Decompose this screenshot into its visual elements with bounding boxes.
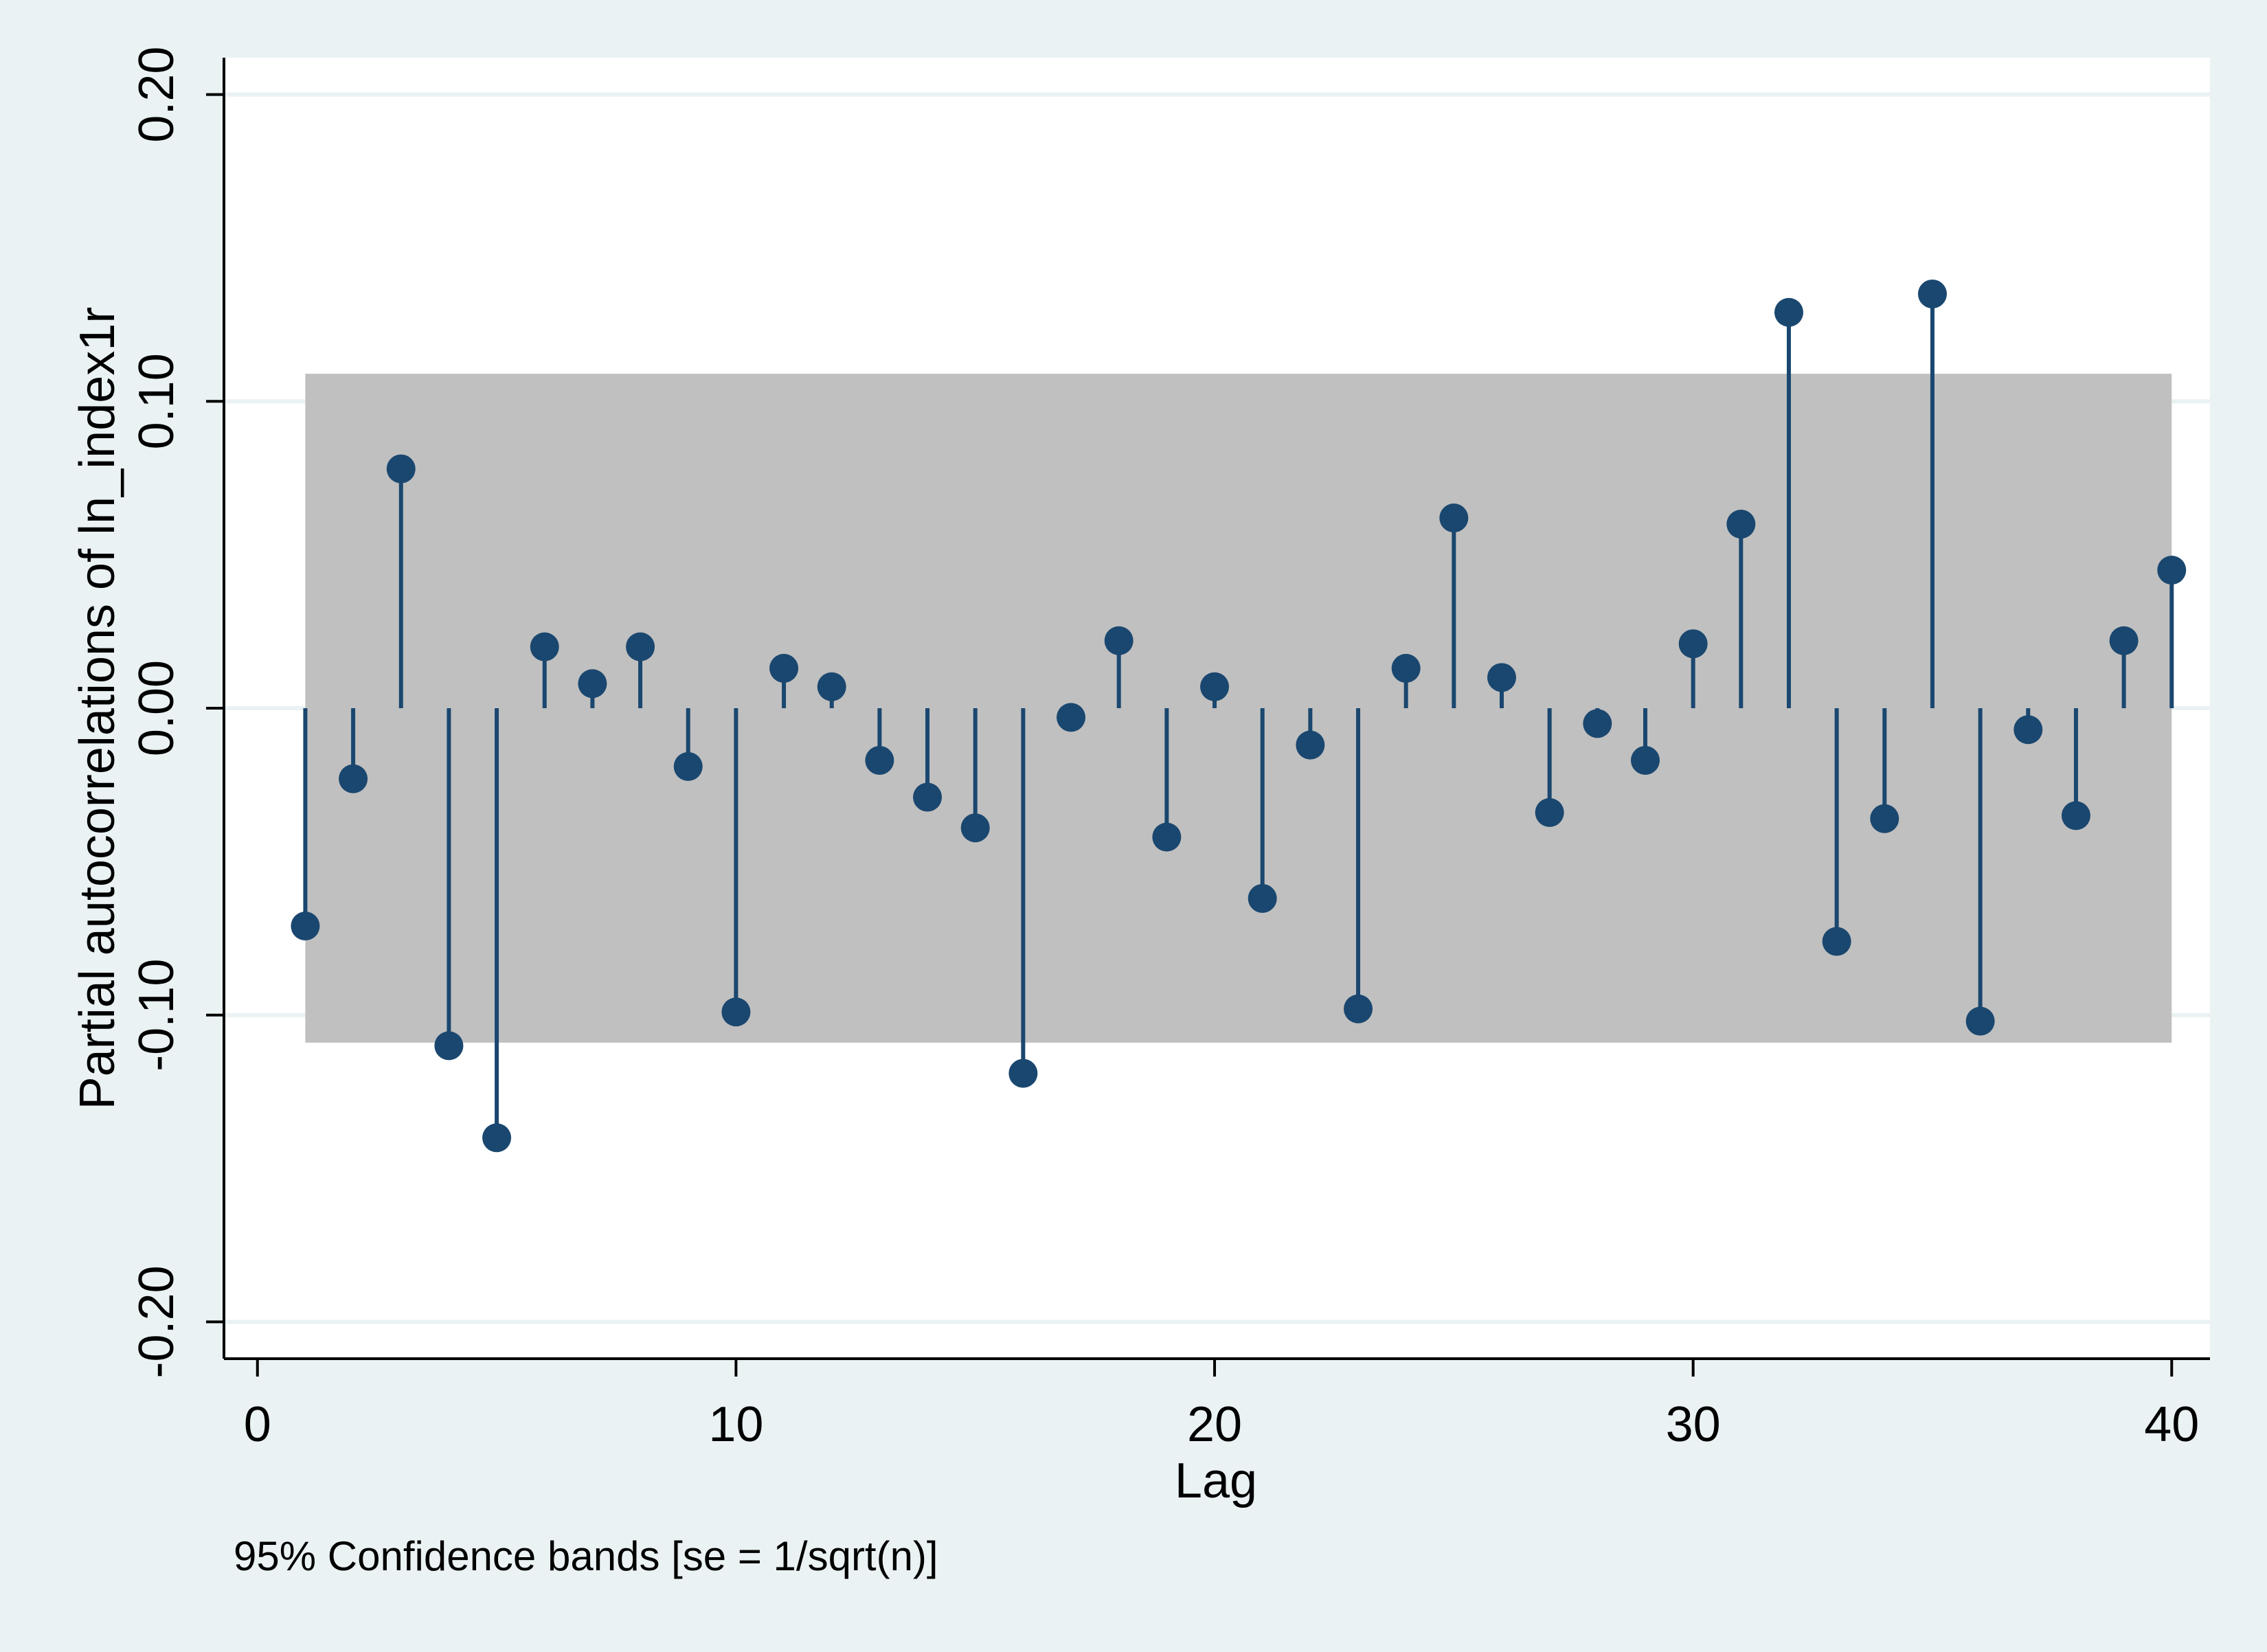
marker-lag-8 [626,632,655,661]
y-tick-label: 0.10 [129,353,184,449]
marker-lag-26 [1487,663,1516,692]
marker-lag-30 [1678,629,1708,659]
marker-lag-22 [1296,730,1325,760]
marker-lag-29 [1630,745,1660,775]
y-tick-label: -0.20 [129,1265,184,1378]
y-tick-label: 0.20 [129,47,184,143]
marker-lag-3 [386,454,416,484]
marker-lag-20 [1200,672,1230,701]
marker-lag-4 [434,1031,464,1061]
marker-lag-34 [1870,804,1899,833]
marker-lag-11 [769,653,799,683]
marker-lag-36 [1965,1006,1995,1036]
marker-lag-14 [913,782,943,812]
confidence-band [305,374,2172,1043]
marker-lag-2 [339,764,368,793]
marker-lag-25 [1439,503,1469,533]
marker-lag-16 [1008,1059,1038,1088]
marker-lag-24 [1391,653,1421,683]
marker-lag-39 [2109,626,2139,655]
marker-lag-18 [1104,626,1134,655]
marker-lag-7 [578,669,607,699]
x-tick-label: 10 [708,1397,763,1452]
marker-lag-13 [865,745,894,775]
marker-lag-28 [1583,709,1612,738]
marker-lag-5 [482,1123,512,1153]
y-axis-title: Partial autocorrelations of ln_index1r [70,307,125,1110]
marker-lag-17 [1057,703,1086,732]
y-tick-label: -0.10 [129,959,184,1072]
marker-lag-37 [2014,715,2043,745]
marker-lag-40 [2157,555,2187,585]
marker-lag-12 [817,672,846,701]
x-tick-label: 40 [2144,1397,2199,1452]
marker-lag-27 [1535,797,1564,827]
marker-lag-19 [1152,822,1182,852]
marker-lag-23 [1344,994,1373,1023]
marker-lag-9 [673,751,703,781]
marker-lag-32 [1774,297,1803,327]
marker-lag-1 [291,912,320,941]
x-axis-title: Lag [1175,1453,1257,1508]
markers [291,279,2187,1153]
x-axis-ticks: 0 10 20 30 40 [244,1359,2199,1452]
marker-lag-31 [1726,509,1756,539]
x-tick-label: 0 [244,1397,271,1452]
marker-lag-15 [960,813,990,843]
marker-lag-33 [1822,927,1851,956]
y-axis-ticks: -0.20 -0.10 0.00 0.10 0.20 [129,47,224,1378]
marker-lag-21 [1248,883,1277,913]
x-tick-label: 30 [1666,1397,1721,1452]
y-tick-label: 0.00 [129,660,184,756]
chart-note: 95% Confidence bands [se = 1/sqrt(n)] [234,1533,938,1579]
marker-lag-38 [2061,801,2090,830]
marker-lag-10 [721,997,751,1027]
marker-lag-35 [1917,279,1947,308]
x-tick-label: 20 [1187,1397,1242,1452]
marker-lag-6 [530,632,559,661]
